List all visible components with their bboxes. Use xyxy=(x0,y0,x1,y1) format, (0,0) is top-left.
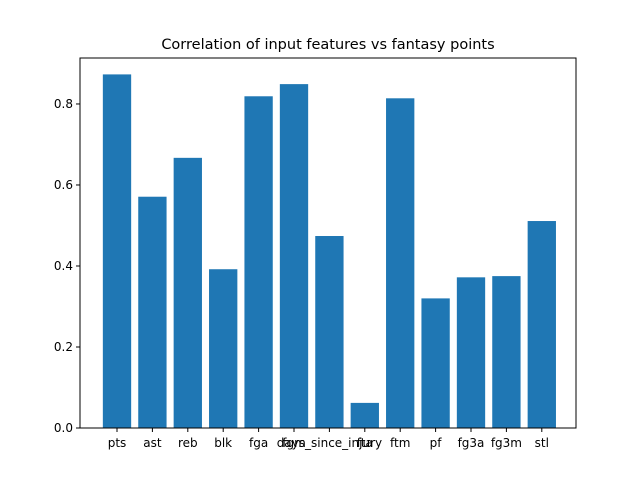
x-tick-label: blk xyxy=(214,436,232,450)
bar-pts xyxy=(103,74,131,428)
bar-ftm xyxy=(386,98,414,428)
bar-pf xyxy=(421,298,449,428)
y-axis-ticks: 0.0 0.2 0.4 0.6 0.8 xyxy=(54,97,80,435)
bar-ast xyxy=(138,197,166,428)
x-tick-label: pf xyxy=(430,436,443,450)
x-tick-label: ftm xyxy=(390,436,410,450)
bar-fga xyxy=(244,96,272,428)
bar-fg3m xyxy=(492,276,520,428)
x-tick-label: fg3m xyxy=(491,436,522,450)
y-tick-label: 0.6 xyxy=(54,178,73,192)
bar-blk xyxy=(209,269,237,428)
x-tick-label: ast xyxy=(143,436,162,450)
chart-title: Correlation of input features vs fantasy… xyxy=(161,37,494,53)
bar-days_since_injury xyxy=(315,236,343,428)
bars-group xyxy=(103,74,556,428)
bar-reb xyxy=(174,158,202,428)
bar-fta xyxy=(351,403,379,428)
y-tick-label: 0.2 xyxy=(54,340,73,354)
bar-fg3a xyxy=(457,277,485,428)
y-tick-label: 0.8 xyxy=(54,97,73,111)
y-tick-label: 0.4 xyxy=(54,259,73,273)
y-tick-label: 0.0 xyxy=(54,421,73,435)
bar-stl xyxy=(528,221,556,428)
x-tick-label: pts xyxy=(108,436,127,450)
x-tick-label: fta xyxy=(357,436,373,450)
x-tick-label: stl xyxy=(535,436,549,450)
x-tick-label: fga xyxy=(249,436,268,450)
x-tick-label: reb xyxy=(178,436,198,450)
bar-fgm xyxy=(280,84,308,428)
x-tick-label: fg3a xyxy=(458,436,485,450)
